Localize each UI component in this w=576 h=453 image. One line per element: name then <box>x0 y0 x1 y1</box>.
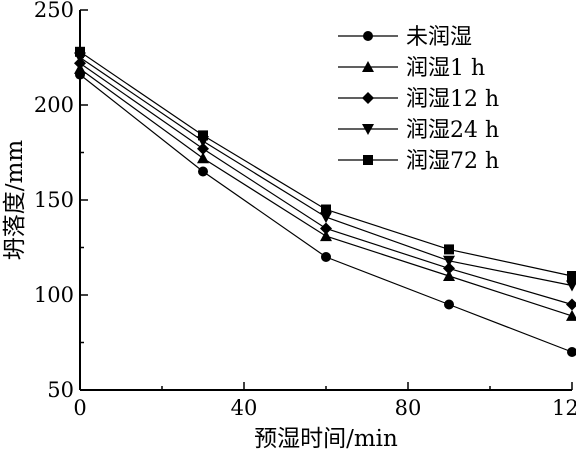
x-tick-label: 0 <box>73 396 86 420</box>
data-point <box>443 262 455 275</box>
series-5 <box>75 46 576 281</box>
data-point <box>443 270 455 281</box>
legend-item: 润湿12 h <box>338 87 499 112</box>
data-point <box>566 280 576 292</box>
legend-marker <box>362 124 374 135</box>
legend-label: 润湿72 h <box>406 149 499 174</box>
data-point <box>444 299 454 310</box>
y-axis-title: 坍落度/mm <box>2 140 28 261</box>
data-point <box>198 166 208 177</box>
legend-item: 润湿72 h <box>338 149 499 174</box>
data-point <box>444 244 454 255</box>
series-1 <box>75 69 576 357</box>
legend-item: 润湿1 h <box>338 56 485 81</box>
y-tick-label: 100 <box>34 283 74 307</box>
data-point <box>566 309 576 321</box>
legend-label: 未润湿 <box>406 25 472 50</box>
data-point <box>443 255 455 267</box>
series-2 <box>74 62 576 321</box>
legend-item: 未润湿 <box>338 25 472 50</box>
data-point <box>567 271 576 281</box>
legend-label: 润湿24 h <box>406 118 499 143</box>
x-tick-label: 80 <box>395 396 422 420</box>
data-point <box>566 298 576 311</box>
data-point <box>197 142 209 155</box>
data-point <box>321 204 331 215</box>
x-axis-title: 预湿时间/min <box>254 426 398 452</box>
data-point <box>197 152 209 164</box>
y-tick-label: 150 <box>34 188 74 212</box>
axis-ticks: 0 40 80 120 50 100 150 200 250 <box>34 0 576 420</box>
data-point <box>198 130 208 141</box>
data-point <box>320 222 332 235</box>
y-tick-label: 250 <box>34 0 74 22</box>
x-tick-label: 40 <box>231 396 258 420</box>
legend-marker <box>362 92 374 104</box>
legend-marker <box>362 61 374 72</box>
data-point <box>321 252 331 262</box>
x-tick-label: 120 <box>552 396 576 420</box>
data-point <box>320 230 332 242</box>
data-point <box>567 347 576 357</box>
y-tick-label: 50 <box>47 378 74 402</box>
legend-label: 润湿1 h <box>406 56 485 81</box>
legend-marker <box>363 155 373 165</box>
series-3 <box>74 57 576 311</box>
data-point <box>320 212 332 224</box>
plot-area <box>79 10 572 391</box>
legend-item: 润湿24 h <box>338 118 499 143</box>
data-point <box>75 46 85 57</box>
series-layer <box>74 46 576 357</box>
legend-marker <box>363 31 373 41</box>
legend-label: 润湿12 h <box>406 87 499 112</box>
y-tick-label: 200 <box>34 93 74 117</box>
